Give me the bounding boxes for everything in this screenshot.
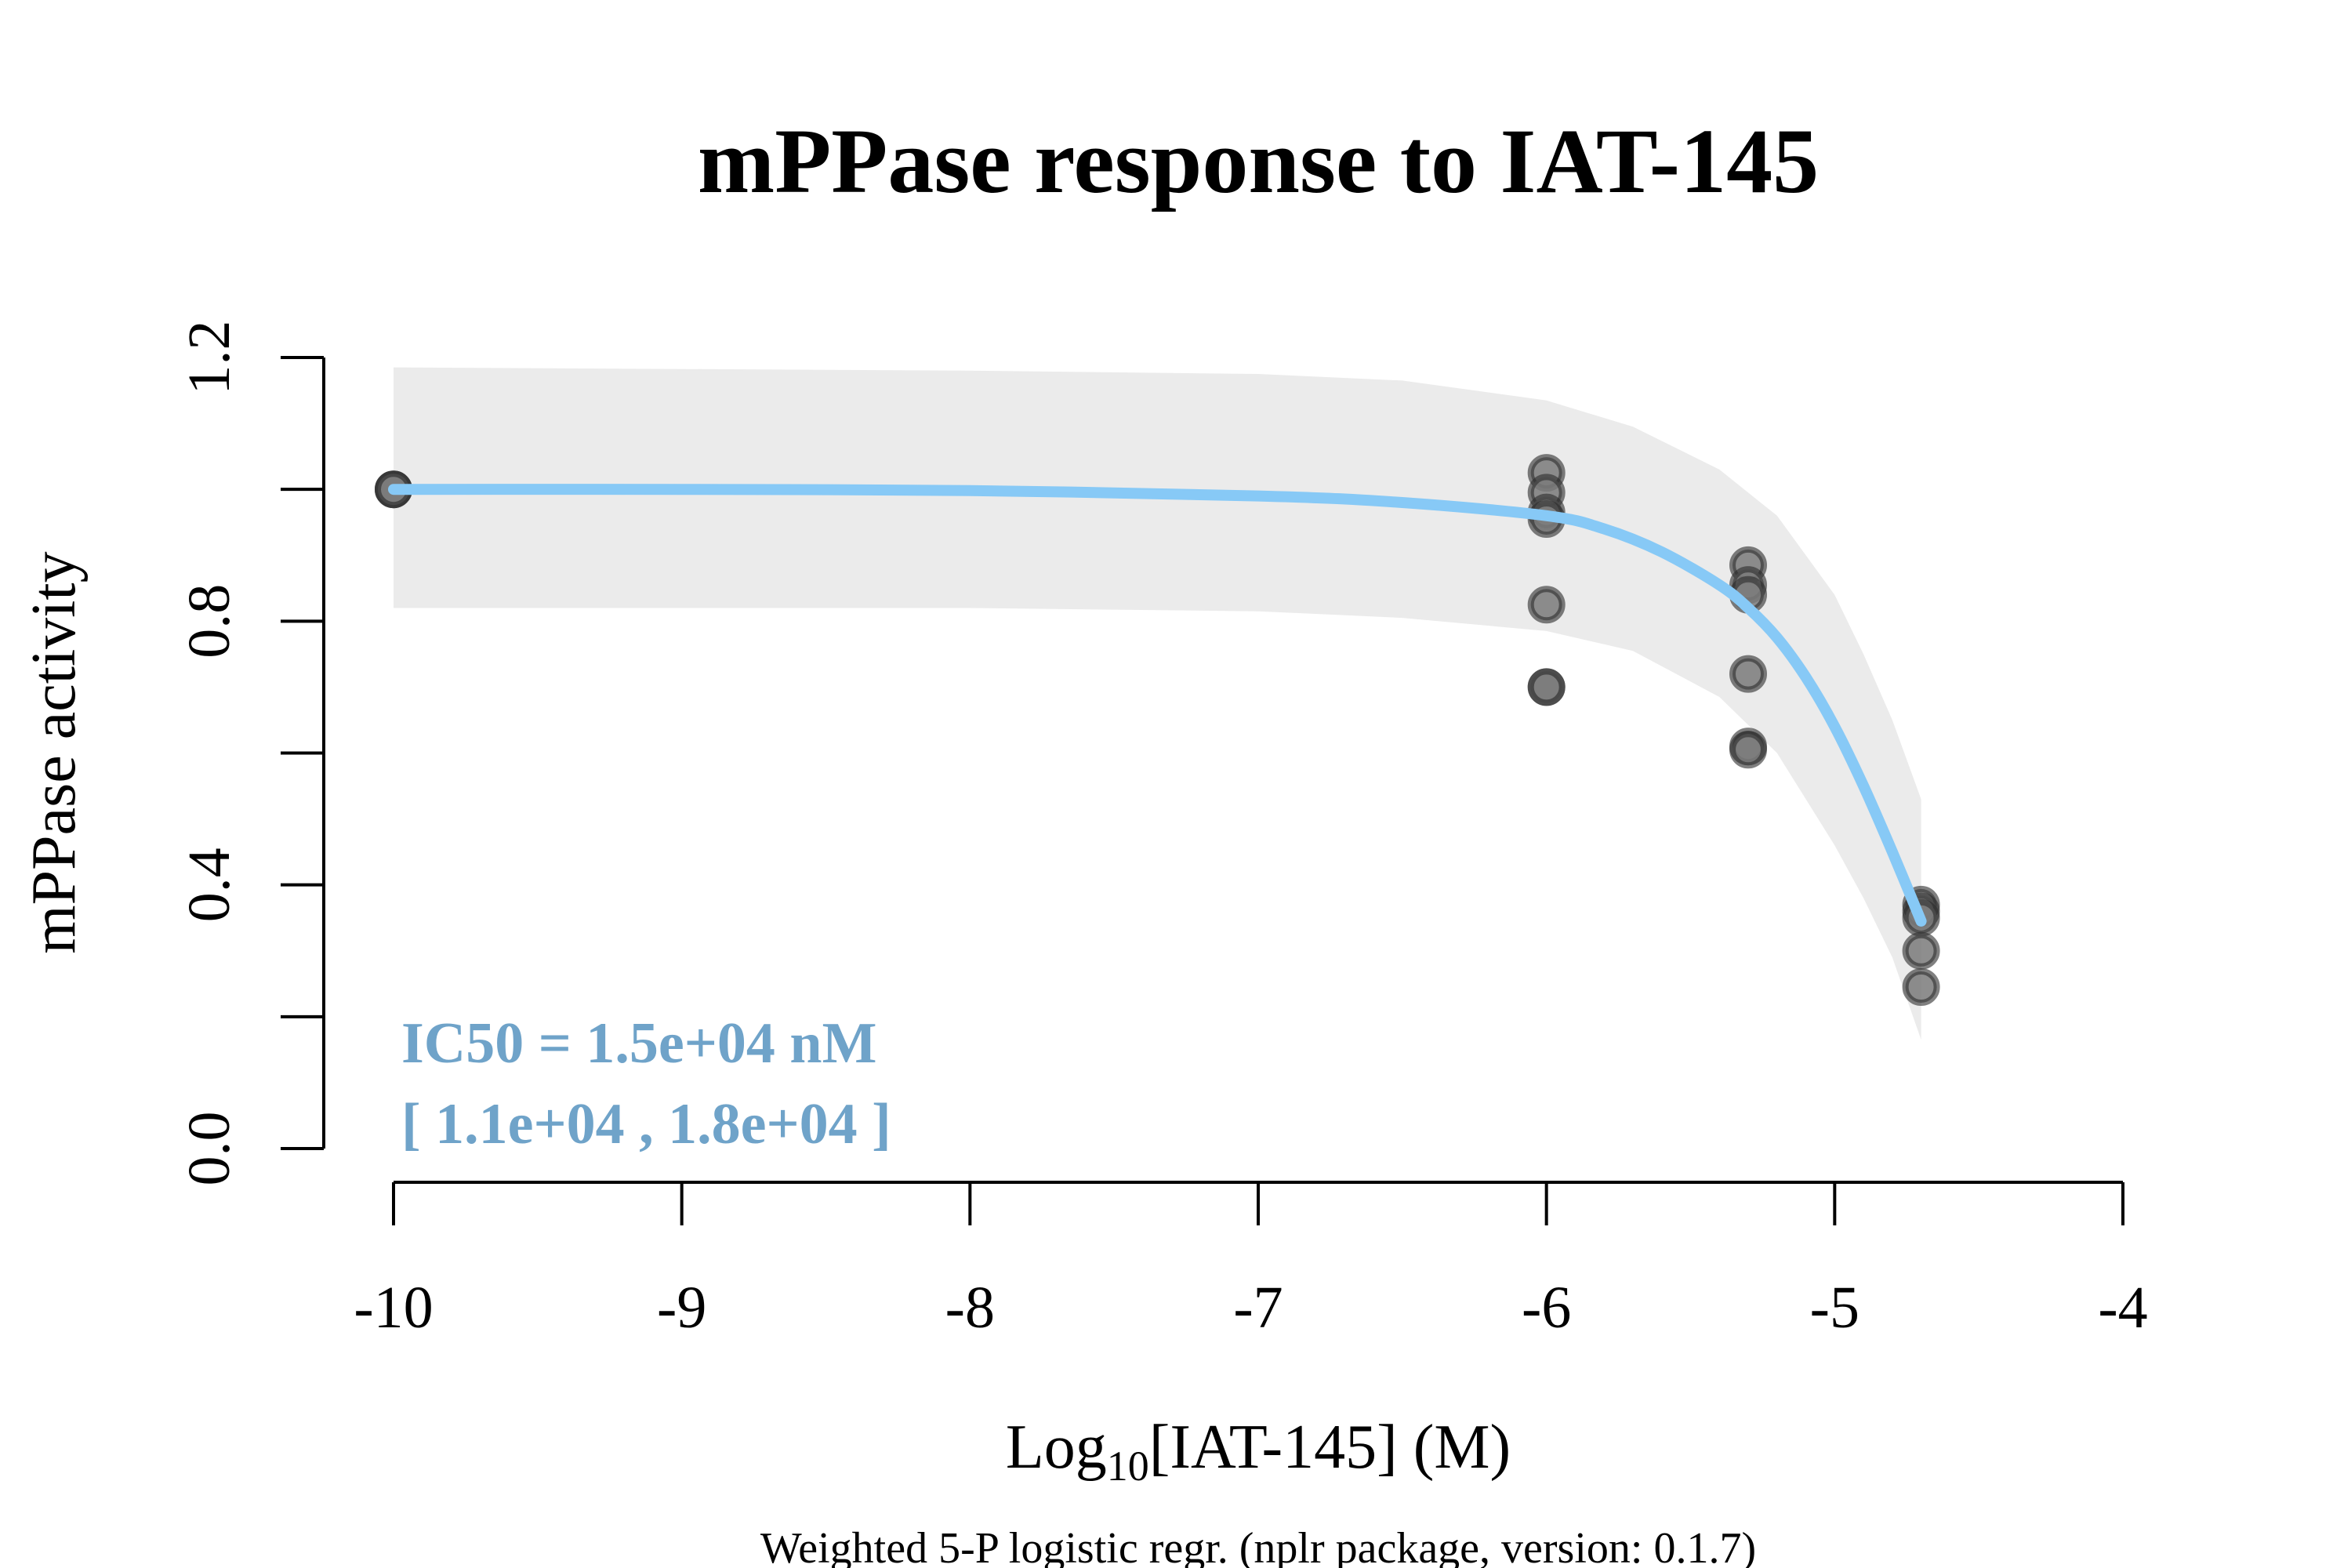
confidence-band bbox=[394, 367, 1921, 1040]
x-tick-label: -4 bbox=[2098, 1275, 2147, 1341]
x-tick-label: -9 bbox=[657, 1275, 706, 1341]
data-point bbox=[1527, 668, 1566, 706]
y-tick-label: 0.0 bbox=[176, 1112, 242, 1186]
data-point bbox=[1729, 655, 1767, 693]
data-point bbox=[1527, 586, 1566, 624]
y-tick-label: 0.8 bbox=[176, 584, 242, 659]
x-axis: -10 -9 -8 -7 -6 -5 -4 bbox=[354, 1181, 2148, 1341]
x-tick-label: -6 bbox=[1522, 1275, 1571, 1341]
footnote: Weighted 5-P logistic regr. (nplr packag… bbox=[760, 1524, 1756, 1568]
x-tick-label: -8 bbox=[945, 1275, 995, 1341]
x-axis-label-subscript: 10 bbox=[1107, 1443, 1149, 1490]
fit-curve bbox=[388, 484, 1927, 927]
x-tick-label: -7 bbox=[1233, 1275, 1283, 1341]
x-axis-label-main: Log bbox=[1006, 1413, 1107, 1482]
x-tick-label: -5 bbox=[1810, 1275, 1860, 1341]
y-tick-label: 0.4 bbox=[176, 848, 242, 922]
data-point bbox=[1902, 931, 1940, 970]
x-axis-label-rest: [IAT-145] (M) bbox=[1149, 1413, 1511, 1482]
confidence-band-area bbox=[394, 367, 1921, 1040]
x-tick-label: -10 bbox=[354, 1275, 433, 1341]
ic50-annotation: IC50 = 1.5e+04 nM bbox=[401, 1011, 876, 1076]
data-point bbox=[1729, 731, 1767, 769]
y-axis: 0.0 0.4 0.8 1.2 bbox=[176, 321, 325, 1186]
y-tick-label: 1.2 bbox=[176, 321, 242, 395]
fit-curve-line bbox=[388, 484, 1927, 927]
x-axis-label: Log10[IAT-145] (M) bbox=[1006, 1413, 1511, 1490]
y-axis-label: mPPase activity bbox=[20, 551, 89, 953]
chart-title: mPPase response to IAT-145 bbox=[698, 110, 1819, 212]
ic50-interval-annotation: [ 1.1e+04 , 1.8e+04 ] bbox=[401, 1092, 891, 1156]
data-point bbox=[1902, 968, 1940, 1006]
